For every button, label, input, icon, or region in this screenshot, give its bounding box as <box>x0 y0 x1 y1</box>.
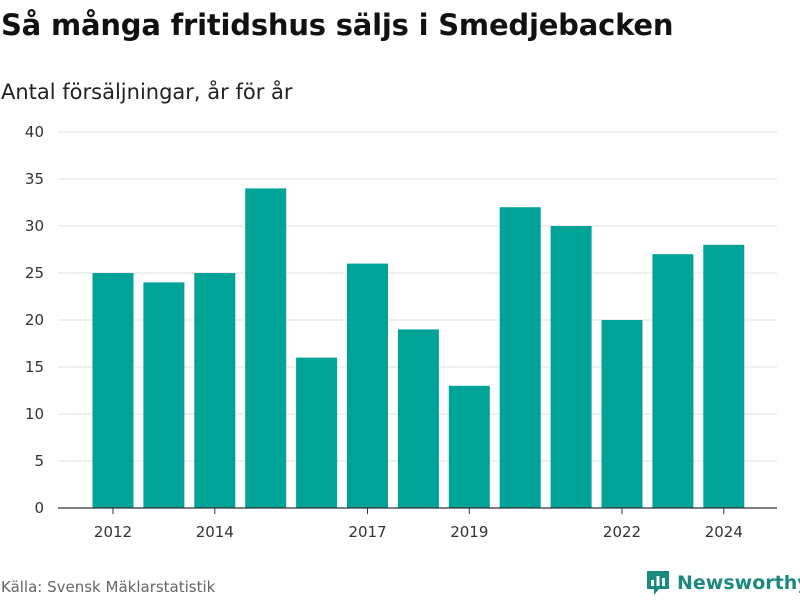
x-tick-label: 2019 <box>450 523 488 541</box>
bar-2016[interactable] <box>296 357 338 508</box>
x-tick-label: 2012 <box>94 523 132 541</box>
chart-subtitle: Antal försäljningar, år för år <box>1 80 293 104</box>
bar-2024[interactable] <box>703 244 745 509</box>
bar-2020[interactable] <box>499 207 541 508</box>
bar-2013[interactable] <box>143 282 185 508</box>
bar-2019[interactable] <box>448 385 490 508</box>
bar-2012[interactable] <box>92 273 134 508</box>
x-axis <box>58 507 777 514</box>
brand-name: Newsworthy <box>677 572 800 594</box>
y-tick-label: 10 <box>25 405 44 423</box>
y-tick-label: 30 <box>25 217 44 235</box>
bar-2023[interactable] <box>652 254 694 508</box>
bar-2022[interactable] <box>601 320 643 508</box>
y-tick-label: 15 <box>25 358 44 376</box>
y-tick-label: 25 <box>25 264 44 282</box>
bar-chart-logo-icon <box>647 571 669 595</box>
bar-2018[interactable] <box>397 329 439 508</box>
x-axis-labels: 2012 2014 2017 2019 2022 2024 <box>94 523 743 541</box>
bar-2021[interactable] <box>550 226 592 508</box>
chart-title: Så många fritidshus säljs i Smedjebacken <box>1 8 674 42</box>
y-tick-label: 0 <box>34 499 44 517</box>
y-tick-label: 20 <box>25 311 44 329</box>
bars <box>92 188 745 509</box>
bar-2014[interactable] <box>194 273 236 508</box>
y-tick-label: 40 <box>25 123 44 141</box>
y-tick-label: 35 <box>25 170 44 188</box>
x-tick-label: 2014 <box>196 523 234 541</box>
bar-2017[interactable] <box>347 263 388 508</box>
y-axis-labels: 0 5 10 15 20 25 30 35 40 <box>25 123 44 517</box>
bar-2015[interactable] <box>245 188 287 508</box>
x-tick-label: 2022 <box>603 523 641 541</box>
y-tick-label: 5 <box>34 452 44 470</box>
x-tick-label: 2017 <box>348 523 386 541</box>
x-tick-label: 2024 <box>705 523 743 541</box>
source-note: Källa: Svensk Mäklarstatistik <box>1 578 216 596</box>
brand-logo[interactable]: Newsworthy <box>645 569 800 597</box>
